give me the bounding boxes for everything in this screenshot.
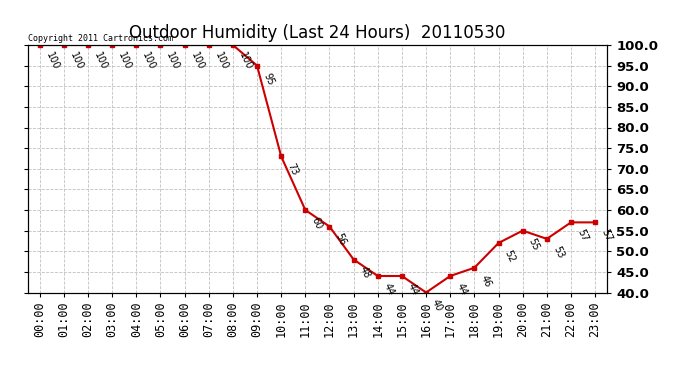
Text: 100: 100 bbox=[213, 51, 230, 71]
Text: 48: 48 bbox=[358, 265, 372, 280]
Text: 100: 100 bbox=[189, 51, 206, 71]
Text: 73: 73 bbox=[286, 162, 299, 177]
Text: 100: 100 bbox=[117, 51, 133, 71]
Text: 44: 44 bbox=[455, 282, 469, 297]
Text: 95: 95 bbox=[262, 71, 275, 87]
Text: 100: 100 bbox=[165, 51, 181, 71]
Text: 52: 52 bbox=[503, 249, 517, 264]
Text: 100: 100 bbox=[68, 51, 85, 71]
Text: 53: 53 bbox=[551, 244, 565, 260]
Text: 44: 44 bbox=[382, 282, 396, 297]
Text: 100: 100 bbox=[92, 51, 109, 71]
Text: 60: 60 bbox=[310, 216, 324, 231]
Text: 44: 44 bbox=[406, 282, 420, 297]
Title: Outdoor Humidity (Last 24 Hours)  20110530: Outdoor Humidity (Last 24 Hours) 2011053… bbox=[129, 24, 506, 42]
Text: 40: 40 bbox=[431, 298, 444, 314]
Text: 56: 56 bbox=[334, 232, 348, 248]
Text: 46: 46 bbox=[479, 273, 493, 289]
Text: 57: 57 bbox=[600, 228, 613, 243]
Text: 100: 100 bbox=[237, 51, 254, 71]
Text: 55: 55 bbox=[527, 236, 541, 252]
Text: 57: 57 bbox=[575, 228, 589, 243]
Text: 100: 100 bbox=[141, 51, 157, 71]
Text: 100: 100 bbox=[44, 51, 61, 71]
Text: Copyright 2011 Cartronics.com: Copyright 2011 Cartronics.com bbox=[28, 33, 172, 42]
